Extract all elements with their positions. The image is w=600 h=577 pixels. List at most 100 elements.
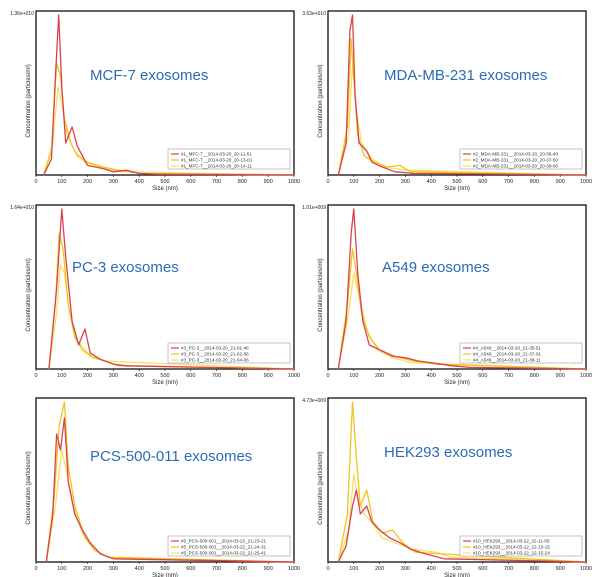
x-tick-label: 100 (57, 566, 66, 572)
chart-panel-3: 0 100 200 300 400 500 600 700 800 900 1000 Size (nm… (10, 204, 300, 386)
x-tick-label: 300 (401, 179, 410, 185)
x-tick-label: 100 (349, 179, 358, 185)
chart-title: MCF-7 exosomes (90, 67, 208, 84)
y-max-label: 4.73e+009 (302, 398, 326, 404)
x-tick-label: 700 (504, 373, 513, 379)
x-tick-label: 100 (57, 179, 66, 185)
x-tick-label: 600 (478, 179, 487, 185)
y-axis-label: Concentration (particles/ml) (26, 258, 32, 331)
legend: #10_HEK293__2014-03-22_22-11-05#10_HEK29… (459, 535, 583, 557)
x-tick-label: 800 (530, 179, 539, 185)
x-tick-label: 1000 (288, 566, 300, 572)
legend-entry: #4_A549__2014-03-20_21-37-01 (473, 352, 541, 357)
legend-entry: #1_MFC-7__2014-03-20_20-14-11 (181, 164, 252, 169)
x-tick-label: 300 (109, 566, 118, 572)
x-tick-label: 1000 (288, 179, 300, 185)
x-tick-label: 0 (326, 566, 329, 572)
x-tick-label: 300 (109, 179, 118, 185)
series-line-2 (337, 248, 587, 370)
x-tick-label: 500 (160, 566, 169, 572)
chart-panel-2: 0 100 200 300 400 500 600 700 800 900 1000 Size (nm… (302, 10, 592, 192)
legend-box (459, 148, 583, 170)
legend-entry: #5_PCS-500-001__2014-03-22_21-24-31 (181, 545, 266, 550)
x-tick-label: 0 (34, 566, 37, 572)
legend-entry: #3_PC-3__2014-03-20_21-02-56 (181, 352, 249, 357)
series-line-1 (337, 14, 587, 176)
x-tick-label: 800 (238, 179, 247, 185)
plot-frame (35, 10, 295, 176)
x-tick-label: 800 (530, 373, 539, 379)
series-line-1 (337, 489, 587, 563)
plot-frame (35, 397, 295, 563)
series-line-1 (45, 417, 295, 563)
x-tick-label: 800 (530, 566, 539, 572)
legend: #5_PCS-500-001__2014-03-22_21-23-21#5_PC… (167, 535, 291, 557)
plot-frame (327, 204, 587, 370)
x-axis-label: Size (nm) (152, 573, 178, 577)
x-tick-label: 900 (556, 373, 565, 379)
x-axis-label: Size (nm) (444, 186, 470, 192)
x-axis-label: Size (nm) (444, 573, 470, 577)
legend-box (167, 342, 291, 364)
x-tick-label: 200 (83, 566, 92, 572)
legend-entry: #4_A549__2014-03-20_21-38-11 (473, 358, 541, 363)
series-line-2 (337, 38, 587, 176)
x-tick-label: 200 (83, 373, 92, 379)
x-tick-label: 200 (375, 179, 384, 185)
y-max-label: 3.63e+010 (302, 11, 326, 17)
x-axis-label: Size (nm) (444, 380, 470, 386)
y-max-label: 1.36e+010 (10, 11, 34, 17)
y-axis-label: Concentration (particles/ml) (318, 451, 324, 524)
x-tick-label: 600 (186, 373, 195, 379)
x-tick-label: 1000 (580, 566, 592, 572)
legend-entry: #2_MDA-MB-231__2014-03-20_20-37-50 (473, 158, 558, 163)
x-tick-label: 400 (427, 373, 436, 379)
chart-panel-1: 0 100 200 300 400 500 600 700 800 900 1000 Size (nm… (10, 10, 300, 192)
x-tick-label: 800 (238, 566, 247, 572)
x-tick-label: 100 (57, 373, 66, 379)
legend-box (167, 535, 291, 557)
legend-entry: #10_HEK293__2014-03-22_22-13-15 (473, 545, 550, 550)
x-tick-label: 400 (135, 373, 144, 379)
x-tick-label: 300 (109, 373, 118, 379)
legend-entry: #3_PC-3__2014-03-20_21-01-46 (181, 346, 249, 351)
y-axis-label: Concentration (particles/ml) (26, 64, 32, 137)
x-tick-label: 700 (212, 566, 221, 572)
x-tick-label: 0 (34, 179, 37, 185)
x-axis-label: Size (nm) (152, 186, 178, 192)
x-tick-label: 700 (504, 566, 513, 572)
chart-panel-5: 0 100 200 300 400 500 600 700 800 900 1000 Size (nm… (26, 397, 300, 577)
legend-box (459, 535, 583, 557)
chart-title: PCS-500-011 exosomes (90, 448, 252, 465)
legend: #2_MDA-MB-231__2014-03-20_20-36-40#2_MDA… (459, 148, 583, 170)
legend-entry: #1_MFC-7__2014-03-20_20-13-01 (181, 158, 253, 163)
x-tick-label: 800 (238, 373, 247, 379)
x-tick-label: 500 (160, 373, 169, 379)
legend-entry: #3_PC-3__2014-03-20_21-04-06 (181, 358, 249, 363)
x-tick-label: 700 (212, 373, 221, 379)
x-tick-label: 900 (264, 179, 273, 185)
x-tick-label: 0 (326, 373, 329, 379)
legend: #1_MFC-7__2014-03-20_20-11-51#1_MFC-7__2… (167, 148, 291, 170)
legend-entry: #5_PCS-500-001__2014-03-22_21-23-21 (181, 539, 266, 544)
series-line-3 (337, 62, 587, 176)
series-line-2 (337, 401, 587, 563)
chart-title: PC-3 exosomes (72, 259, 179, 276)
x-tick-label: 1000 (580, 373, 592, 379)
y-max-label: 1.64e+010 (10, 205, 34, 211)
x-tick-label: 600 (186, 179, 195, 185)
legend: #3_PC-3__2014-03-20_21-01-46#3_PC-3__201… (167, 342, 291, 364)
x-tick-label: 100 (349, 566, 358, 572)
chart-panel-6: 0 100 200 300 400 500 600 700 800 900 1000 Size (nm… (302, 397, 592, 577)
legend-entry: #1_MFC-7__2014-03-20_20-11-51 (181, 152, 252, 157)
x-tick-label: 600 (478, 373, 487, 379)
x-tick-label: 700 (504, 179, 513, 185)
legend: #4_A549__2014-03-20_21-35-51#4_A549__201… (459, 342, 583, 364)
chart-title: A549 exosomes (382, 259, 490, 276)
y-axis-label: Concentration (particles/ml) (26, 451, 32, 524)
x-tick-label: 300 (401, 566, 410, 572)
x-tick-label: 200 (83, 179, 92, 185)
legend-entry: #2_MDA-MB-231__2014-03-20_20-39-00 (473, 164, 558, 169)
x-tick-label: 1000 (288, 373, 300, 379)
